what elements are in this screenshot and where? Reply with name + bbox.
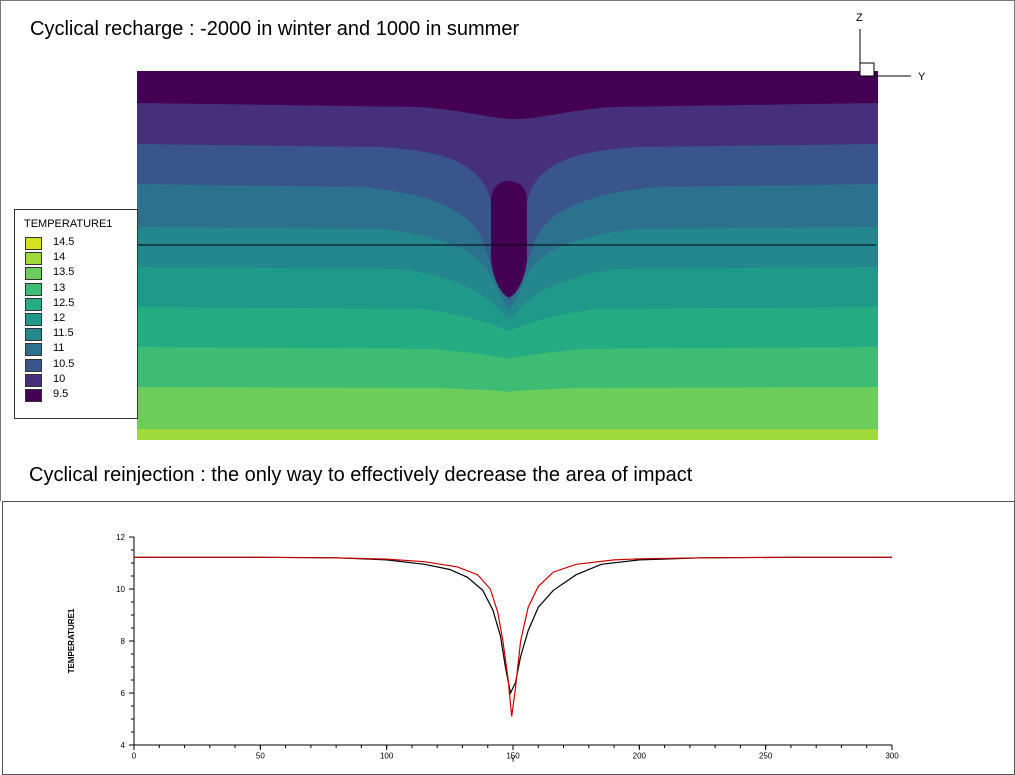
legend-item: 14 [25,251,125,266]
legend-label: 11 [53,342,65,355]
legend-label: 13 [53,281,66,294]
x-tick-label: 300 [885,752,899,761]
legend-swatch [25,389,42,402]
series-line-2 [134,556,892,717]
y-axis-label: Y [918,71,926,83]
y-tick-label: 10 [116,585,125,594]
series-line-1 [134,556,892,695]
legend-swatch [25,267,42,281]
legend-label: 13.5 [53,266,75,279]
legend-swatch [25,328,42,342]
legend-swatch [25,343,42,357]
legend-swatch [25,297,42,311]
legend-item: 11 [25,342,125,357]
x-tick-label: 250 [759,752,773,761]
y-axis-title: TEMPERATURE1 [67,608,76,673]
legend-title: TEMPERATURE1 [24,218,113,230]
legend-item: 12 [25,312,125,327]
plot-subtitle: Cyclical reinjection : the only way to e… [29,464,693,486]
legend-item: 13.5 [25,266,125,281]
legend-swatch [25,373,42,387]
legend-swatch [25,252,42,266]
legend-swatch [25,358,42,372]
legend-item: 10.5 [25,358,125,373]
legend-label: 12 [53,312,66,324]
temperature-profile-chart: 0 50 100 150 200 250 300 4 6 8 10 12 Y TEMPERATURE1 [67,533,899,764]
y-tick-label: 12 [116,533,125,542]
y-tick-label: 4 [121,741,126,750]
contour-panel: Cyclical recharge : -2000 in winter and … [0,0,1015,501]
x-tick-label: 200 [633,752,647,761]
legend-label: 14 [53,251,66,264]
legend-item: 14.5 [25,236,125,251]
x-axis-title: Y [510,755,516,764]
legend-item: 11.5 [25,327,125,342]
legend-label: 11.5 [53,327,74,340]
legend-swatch [25,237,42,250]
legend-label: 12.5 [53,296,75,309]
x-tick-label: 100 [380,752,394,761]
profile-chart-panel: 0 50 100 150 200 250 300 4 6 8 10 12 Y TEMPERATURE1 [2,501,1015,775]
legend-label: 14.5 [53,236,75,248]
z-axis-label: Z [856,12,863,24]
legend-swatch [25,313,42,326]
temperature-contour-plot: Z Y [137,12,926,440]
x-tick-label: 150 [506,752,520,761]
legend-item: 13 [25,282,125,297]
legend-swatch [25,282,42,296]
y-tick-label: 8 [121,637,126,646]
plot-title: Cyclical recharge : -2000 in winter and … [30,18,520,40]
axis-triad: Z Y [856,12,926,83]
x-tick-label: 50 [256,752,265,761]
legend-item: 9.5 [25,388,125,403]
y-tick-label: 6 [121,689,126,698]
legend-label: 10.5 [53,357,75,370]
x-tick-label: 0 [132,752,137,761]
legend-label: 10 [53,372,66,385]
legend-item: 12.5 [25,297,125,312]
legend-label: 9.5 [53,388,69,400]
temperature-legend: TEMPERATURE1 14.5 14 13.5 13 12.5 12 11.5 11 10.… [14,209,138,419]
legend-item: 10 [25,373,125,388]
